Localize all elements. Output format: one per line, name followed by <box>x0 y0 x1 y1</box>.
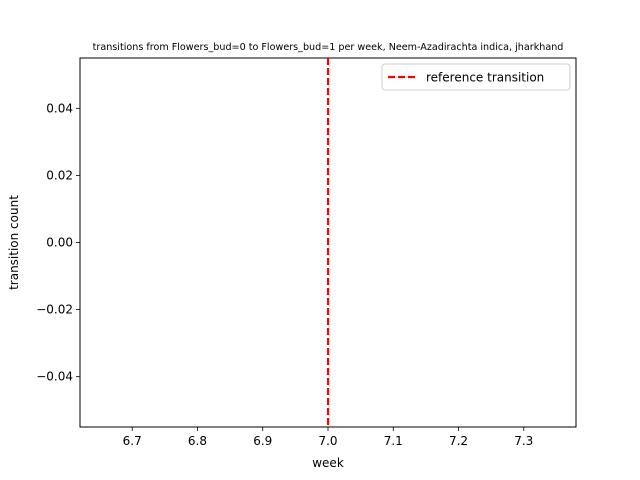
y-tick-label: −0.02 <box>36 303 73 317</box>
y-axis-label: transition count <box>7 195 21 290</box>
y-tick-label: 0.00 <box>46 236 73 250</box>
x-tick-label: 7.1 <box>384 434 403 448</box>
chart-title: transitions from Flowers_bud=0 to Flower… <box>93 42 564 53</box>
y-tick-label: 0.02 <box>46 168 73 182</box>
x-tick-label: 7.2 <box>449 434 468 448</box>
x-axis: 6.7 6.8 6.9 7.0 7.1 7.2 7.3 <box>123 427 533 448</box>
y-axis: 0.04 0.02 0.00 −0.02 −0.04 <box>36 101 80 384</box>
x-tick-label: 6.7 <box>123 434 142 448</box>
x-tick-label: 7.0 <box>318 434 337 448</box>
legend-label-reference-transition: reference transition <box>426 71 544 85</box>
x-tick-label: 7.3 <box>514 434 533 448</box>
x-tick-label: 6.8 <box>188 434 207 448</box>
x-axis-label: week <box>312 456 344 470</box>
y-tick-label: −0.04 <box>36 370 73 384</box>
legend-box <box>381 63 571 91</box>
legend: reference transition <box>381 63 571 91</box>
y-tick-label: 0.04 <box>46 101 73 115</box>
x-tick-label: 6.9 <box>253 434 272 448</box>
